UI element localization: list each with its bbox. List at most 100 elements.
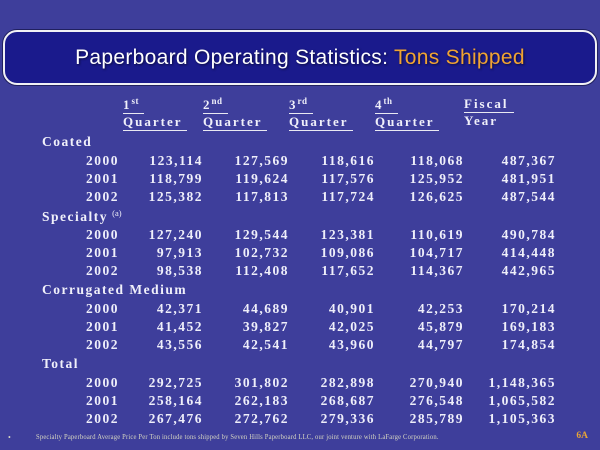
value-cell: 44,689 [242,301,289,316]
header-label: Quarter [289,114,354,131]
value-cell: 42,541 [242,337,289,352]
title-bar: Paperboard Operating Statistics: Tons Sh… [3,30,597,85]
header-spacer [38,92,123,132]
header-ordinal: 4th [375,96,398,114]
value-cell: 118,068 [410,153,464,168]
value-cell: 41,452 [156,319,203,334]
value-cell: 487,544 [501,189,556,204]
table-row: 2001 118,799 119,624 117,576 125,952 481,951 [38,170,556,188]
table-row-group: Corrugated Medium [38,280,556,300]
value-cell: 481,951 [501,171,556,186]
column-header-text: Fiscal Year [464,95,514,129]
page-number: 6A [576,431,588,441]
year-cell: 2001 [86,245,119,260]
value-cell: 119,624 [235,171,289,186]
group-label-text: Total [42,356,80,371]
group-label: Corrugated Medium [38,280,556,300]
value-cell: 117,724 [321,189,375,204]
table-row: 2001 97,913 102,732 109,086 104,717 414,448 [38,244,556,262]
table-header-row: 1st Quarter 2nd Quarter 3rd Quarter 4th Quarter… [38,92,556,132]
header-label: Year [464,112,498,128]
table-body: Coated 2000 123,114 127,569 118,616 118,068 48… [38,132,556,428]
stats-table: 1st Quarter 2nd Quarter 3rd Quarter 4th Quarter… [38,92,556,428]
year-cell: 2000 [86,301,119,316]
value-cell: 487,367 [501,153,556,168]
value-cell: 267,476 [148,411,203,426]
year-cell: 2000 [86,227,119,242]
value-cell: 118,799 [149,171,203,186]
slide-title: Paperboard Operating Statistics: Tons Sh… [75,46,525,70]
value-cell: 98,538 [156,263,203,278]
value-cell: 43,960 [328,337,375,352]
table-row: 2000 292,725 301,802 282,898 270,940 1,148,36… [38,374,556,392]
table-row: 2002 125,382 117,813 117,724 126,625 487,544 [38,188,556,206]
value-cell: 170,214 [501,301,556,316]
value-cell: 169,183 [501,319,556,334]
value-cell: 282,898 [320,375,375,390]
table-header: 1st Quarter 2nd Quarter 3rd Quarter 4th Quarter… [38,92,556,132]
value-cell: 279,336 [320,411,375,426]
table-row: 2001 41,452 39,827 42,025 45,879 169,183 [38,318,556,336]
table-row: 2002 43,556 42,541 43,960 44,797 174,854 [38,336,556,354]
value-cell: 123,114 [149,153,203,168]
year-cell: 2002 [86,337,119,352]
value-cell: 127,569 [234,153,289,168]
value-cell: 125,382 [148,189,203,204]
value-cell: 1,105,363 [488,411,556,426]
group-label: Specialty (a) [38,206,556,226]
column-header-text: 1st Quarter [123,93,188,131]
value-cell: 1,065,582 [488,393,556,408]
year-cell: 2000 [86,153,119,168]
value-cell: 1,148,365 [488,375,556,390]
value-cell: 97,913 [156,245,203,260]
column-header-4th-quarter: 4th Quarter [375,92,464,132]
value-cell: 43,556 [156,337,203,352]
year-cell: 2000 [86,375,119,390]
column-header-1st-quarter: 1st Quarter [123,92,203,132]
value-cell: 114,367 [410,263,464,278]
header-ordinal: 3rd [289,96,313,114]
value-cell: 42,025 [328,319,375,334]
header-label: Quarter [375,114,440,131]
year-cell: 2001 [86,319,119,334]
value-cell: 442,965 [501,263,556,278]
value-cell: 258,164 [148,393,203,408]
table-row-group: Specialty (a) [38,206,556,226]
value-cell: 301,802 [234,375,289,390]
footnote-text: Specialty Paperboard Average Price Per T… [36,432,439,441]
column-header-text: 4th Quarter [375,93,440,131]
table-row: 2002 98,538 112,408 117,652 114,367 442,965 [38,262,556,280]
value-cell: 270,940 [409,375,464,390]
year-cell: 2001 [86,393,119,408]
column-header-3rd-quarter: 3rd Quarter [289,92,375,132]
value-cell: 268,687 [320,393,375,408]
column-header-text: 3rd Quarter [289,93,354,131]
value-cell: 129,544 [234,227,289,242]
value-cell: 117,652 [321,263,375,278]
group-label: Coated [38,132,556,152]
value-cell: 104,717 [409,245,464,260]
value-cell: 127,240 [148,227,203,242]
value-cell: 123,381 [320,227,375,242]
value-cell: 276,548 [409,393,464,408]
table-row: 2001 258,164 262,183 268,687 276,548 1,065,58… [38,392,556,410]
value-cell: 102,732 [234,245,289,260]
column-header-text: 2nd Quarter [203,93,268,131]
slide-title-highlight: Tons Shipped [393,45,525,69]
table-row: 2000 127,240 129,544 123,381 110,619 490,784 [38,226,556,244]
group-label-text: Coated [42,134,93,149]
year-cell: 2002 [86,189,119,204]
value-cell: 109,086 [320,245,375,260]
value-cell: 39,827 [242,319,289,334]
year-cell: 2002 [86,263,119,278]
slide-title-prefix: Paperboard Operating Statistics: [75,45,394,69]
table-row-group: Coated [38,132,556,152]
column-header-2nd-quarter: 2nd Quarter [203,92,289,132]
value-cell: 272,762 [234,411,289,426]
header-ordinal-suffix: nd [211,96,223,106]
header-ordinal: 2nd [203,96,228,114]
value-cell: 125,952 [409,171,464,186]
value-cell: 40,901 [328,301,375,316]
value-cell: 44,797 [417,337,464,352]
